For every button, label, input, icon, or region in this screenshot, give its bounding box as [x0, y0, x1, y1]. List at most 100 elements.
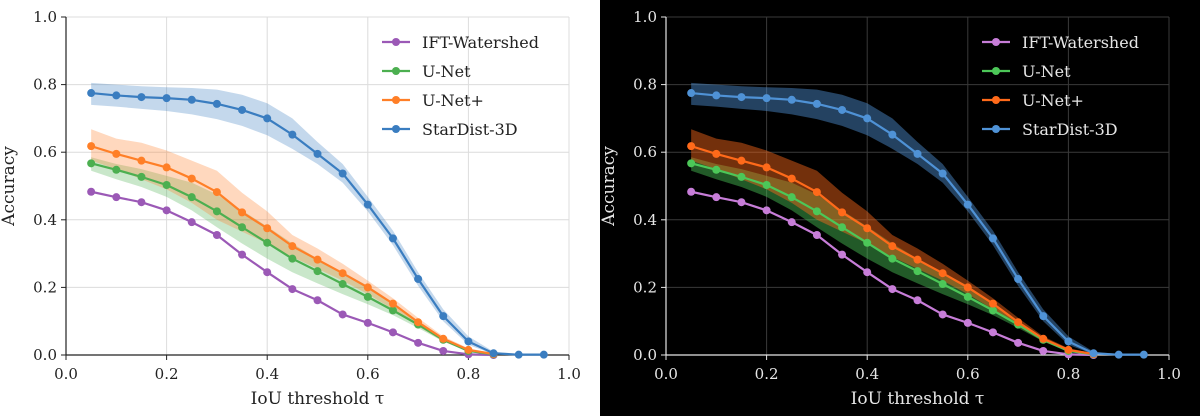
point-ift-watershed — [87, 187, 96, 196]
point-ift-watershed — [762, 206, 771, 215]
legend-marker-stardist-3d — [992, 125, 1000, 133]
legend-label-ift-watershed: IFT-Watershed — [1022, 33, 1139, 52]
x-axis-label: IoU threshold τ — [251, 389, 385, 409]
y-tick-label: 0.8 — [33, 76, 57, 94]
point-u-net — [439, 334, 448, 343]
point-ift-watershed — [137, 198, 146, 207]
point-u-net — [313, 267, 322, 276]
band-u-net — [691, 129, 1094, 355]
point-u-net — [187, 193, 196, 202]
point-stardist-3d — [464, 337, 473, 346]
x-tick-label: 0.2 — [755, 365, 779, 383]
point-ift-watershed — [288, 285, 297, 294]
point-u-net — [187, 174, 196, 183]
point-stardist-3d — [1039, 312, 1048, 321]
point-stardist-3d — [913, 149, 922, 158]
point-u-net — [238, 208, 247, 217]
point-ift-watershed — [1014, 338, 1023, 347]
point-ift-watershed — [687, 187, 696, 196]
point-u-net — [812, 207, 821, 216]
point-u-net — [238, 223, 247, 232]
point-u-net — [313, 255, 322, 264]
legend-label-u-net: U-Net+ — [422, 91, 484, 110]
x-tick-label: 0.8 — [456, 365, 480, 383]
point-u-net — [787, 174, 796, 183]
point-u-net — [712, 149, 721, 158]
y-tick-label: 0.8 — [633, 76, 657, 94]
point-u-net — [762, 163, 771, 172]
point-u-net — [838, 223, 847, 232]
point-ift-watershed — [313, 296, 322, 305]
panel-background — [600, 0, 1200, 416]
point-u-net — [137, 172, 146, 181]
point-u-net — [414, 318, 423, 327]
point-stardist-3d — [137, 93, 146, 102]
legend-marker-ift-watershed — [992, 38, 1000, 46]
point-ift-watershed — [838, 250, 847, 259]
point-ift-watershed — [388, 328, 397, 337]
point-stardist-3d — [787, 95, 796, 104]
point-ift-watershed — [737, 198, 746, 207]
point-ift-watershed — [1039, 346, 1048, 355]
legend-marker-u-net — [992, 96, 1000, 104]
y-tick-label: 0.6 — [33, 143, 57, 161]
point-stardist-3d — [514, 350, 523, 359]
point-stardist-3d — [187, 95, 196, 104]
point-ift-watershed — [938, 310, 947, 319]
point-u-net — [938, 269, 947, 278]
x-tick-label: 0.0 — [654, 365, 678, 383]
point-stardist-3d — [963, 200, 972, 209]
band-u-net — [91, 129, 494, 355]
point-stardist-3d — [439, 312, 448, 321]
point-stardist-3d — [938, 169, 947, 178]
point-u-net — [212, 188, 221, 197]
point-stardist-3d — [762, 94, 771, 103]
point-stardist-3d — [388, 234, 397, 243]
legend-marker-u-net — [392, 96, 400, 104]
point-u-net — [963, 292, 972, 301]
chart-panel-dark: 0.0 0.2 0.4 0.6 0.8 1.0 0.0 0.2 0.4 0.6 0.8 1.0 IoU … — [599, 0, 1200, 416]
point-stardist-3d — [812, 99, 821, 108]
point-stardist-3d — [712, 91, 721, 100]
point-ift-watershed — [787, 218, 796, 227]
point-stardist-3d — [988, 234, 997, 243]
point-ift-watershed — [913, 296, 922, 305]
point-u-net — [263, 238, 272, 247]
point-u-net — [363, 292, 372, 301]
x-tick-label: 1.0 — [1157, 365, 1181, 383]
point-stardist-3d — [238, 105, 247, 114]
point-u-net — [737, 156, 746, 165]
point-ift-watershed — [414, 338, 423, 347]
point-u-net — [863, 224, 872, 233]
point-ift-watershed — [888, 285, 897, 294]
point-ift-watershed — [162, 206, 171, 215]
y-tick-label: 0.0 — [633, 346, 657, 364]
point-u-net — [938, 280, 947, 289]
point-stardist-3d — [338, 169, 347, 178]
point-u-net — [338, 280, 347, 289]
point-u-net — [963, 283, 972, 292]
point-stardist-3d — [489, 349, 498, 358]
point-stardist-3d — [112, 91, 121, 100]
point-u-net — [263, 224, 272, 233]
point-stardist-3d — [162, 94, 171, 103]
point-u-net — [112, 165, 121, 174]
point-u-net — [162, 163, 171, 172]
x-tick-label: 0.4 — [255, 365, 279, 383]
point-u-net — [288, 242, 297, 251]
point-u-net — [388, 306, 397, 315]
point-u-net — [464, 345, 473, 354]
point-u-net — [787, 193, 796, 202]
point-stardist-3d — [263, 114, 272, 123]
point-ift-watershed — [812, 231, 821, 240]
legend-label-u-net: U-Net — [1022, 62, 1071, 81]
point-stardist-3d — [1014, 274, 1023, 283]
point-u-net — [338, 269, 347, 278]
point-stardist-3d — [737, 93, 746, 102]
y-tick-label: 0.4 — [633, 211, 657, 229]
point-u-net — [988, 306, 997, 315]
y-tick-label: 0.4 — [33, 211, 57, 229]
point-stardist-3d — [687, 89, 696, 98]
y-tick-label: 0.0 — [33, 346, 57, 364]
